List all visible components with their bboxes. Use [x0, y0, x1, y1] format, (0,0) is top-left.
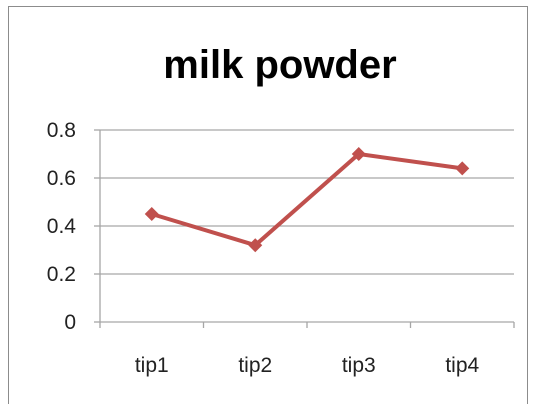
x-tick-labels: tip1 tip2 tip3 tip4 — [135, 354, 480, 377]
y-tick-label: 0.8 — [47, 119, 76, 142]
y-tick-label: 0 — [64, 311, 76, 334]
data-point — [455, 161, 470, 176]
x-tick-label: tip4 — [445, 354, 479, 377]
y-tick-label: 0.4 — [47, 215, 77, 238]
data-point — [144, 207, 159, 221]
data-point — [351, 147, 366, 161]
y-tick-label: 0.2 — [47, 263, 76, 286]
data-point — [248, 238, 263, 253]
series-group — [144, 147, 470, 253]
x-tick-label: tip1 — [135, 354, 169, 377]
x-tick-label: tip3 — [342, 354, 376, 377]
y-tick-label: 0.6 — [47, 167, 76, 190]
chart-frame — [8, 6, 528, 404]
chart-title: milk powder — [163, 43, 396, 87]
axes — [99, 130, 515, 328]
gridlines — [94, 129, 514, 323]
series-line — [151, 152, 463, 248]
y-tick-labels: 0 0.2 0.4 0.6 0.8 — [47, 119, 77, 334]
x-tick-label: tip2 — [238, 354, 272, 377]
